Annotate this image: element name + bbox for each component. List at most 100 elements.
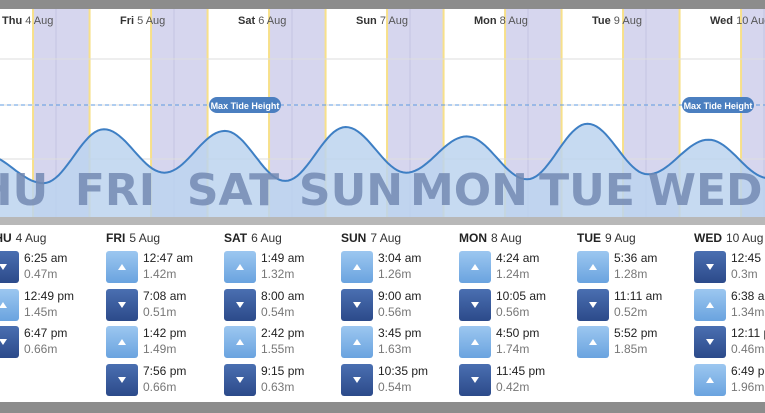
chart-day-date: 9 Aug <box>614 15 642 27</box>
tide-entry: 7:56 pm 0.66m <box>106 364 224 398</box>
tide-height: 1.28m <box>614 267 648 281</box>
high-tide-arrow-icon <box>341 251 373 283</box>
chart-day-label: Sat 6 Aug <box>238 15 286 27</box>
day-watermark: THU <box>0 165 48 216</box>
max-tide-label: Max Tide Height <box>684 101 753 111</box>
day-name: TUE <box>577 231 601 245</box>
day-date: 8 Aug <box>491 231 522 245</box>
high-tide-arrow-icon <box>577 326 609 358</box>
tide-entry: 9:15 pm 0.63m <box>224 364 342 398</box>
tide-height: 1.32m <box>261 267 295 281</box>
tide-area <box>0 123 765 217</box>
day-header: SUN 7 Aug <box>341 231 401 245</box>
tide-height: 0.56m <box>378 305 412 319</box>
tide-height: 1.96m <box>731 380 765 394</box>
day-name: THU <box>0 231 12 245</box>
tide-entry: 5:52 pm 1.85m <box>577 326 695 360</box>
chart-day-name: Thu <box>2 15 25 27</box>
chart-day-name: Tue <box>592 15 614 27</box>
chart-day-label: Wed 10 Aug <box>710 15 765 27</box>
tide-height: 1.74m <box>496 342 530 356</box>
day-column-thu: THU4 Aug 6:25 am 0.47m 12:49 pm 1.45m 6:47 pm… <box>0 225 105 402</box>
tide-entry: 6:38 a 1.34m <box>694 289 765 323</box>
day-date: 7 Aug <box>370 231 402 245</box>
tide-line <box>0 122 765 185</box>
tide-time: 6:49 p <box>731 364 765 378</box>
night-shade <box>741 9 765 217</box>
day-column-wed: WED 10 Aug 12:45 0.3m 6:38 a 1.34m 12:11 p 0.46… <box>694 225 765 402</box>
tide-time: 1:49 am <box>261 251 305 265</box>
day-column-sat: SAT 6 Aug 1:49 am 1.32m 8:00 am 0.54m 2:42 pm 1… <box>224 225 342 402</box>
tide-entry: 3:45 pm 1.63m <box>341 326 459 360</box>
tide-entry: 1:49 am 1.32m <box>224 251 342 285</box>
tide-height: 0.51m <box>143 305 177 319</box>
chart-day-label: Tue 9 Aug <box>592 15 642 27</box>
high-tide-arrow-icon <box>694 289 726 321</box>
tide-time: 10:35 pm <box>378 364 429 378</box>
tide-time: 11:45 pm <box>496 364 546 378</box>
tide-time: 8:00 am <box>261 289 305 303</box>
tide-entry: 4:24 am 1.24m <box>459 251 577 285</box>
day-date: 9 Aug <box>605 231 636 245</box>
high-tide-arrow-icon <box>106 326 138 358</box>
tide-entry: 12:45 0.3m <box>694 251 765 285</box>
tide-height: 1.24m <box>496 267 530 281</box>
day-date: 10 Aug <box>726 231 764 245</box>
low-tide-arrow-icon <box>341 364 373 396</box>
tide-time: 1:42 pm <box>143 326 187 340</box>
tide-time: 4:24 am <box>496 251 540 265</box>
high-tide-arrow-icon <box>224 326 256 358</box>
chart-table-divider <box>0 217 765 225</box>
tide-time: 6:38 a <box>731 289 765 303</box>
chart-day-date: 8 Aug <box>500 15 528 27</box>
chart-day-name: Mon <box>474 15 500 27</box>
high-tide-arrow-icon <box>577 251 609 283</box>
day-column-fri: FRI 5 Aug 12:47 am 1.42m 7:08 am 0.51m 1:42 pm… <box>106 225 224 402</box>
tide-height: 0.63m <box>261 380 295 394</box>
tide-time: 3:04 am <box>378 251 422 265</box>
tide-time: 5:52 pm <box>614 326 658 340</box>
chart-day-label: Sun 7 Aug <box>356 15 408 27</box>
chart-day-name: Sun <box>356 15 380 27</box>
day-header: TUE 9 Aug <box>577 231 636 245</box>
tide-time: 7:56 pm <box>143 364 187 378</box>
day-header: THU4 Aug <box>0 231 46 245</box>
tide-height: 1.42m <box>143 267 177 281</box>
tide-height: 1.34m <box>731 305 765 319</box>
chart-day-label: Fri 5 Aug <box>120 15 165 27</box>
day-header: WED 10 Aug <box>694 231 763 245</box>
day-watermark: WED <box>647 165 762 216</box>
high-tide-arrow-icon <box>0 289 19 321</box>
high-tide-arrow-icon <box>459 251 491 283</box>
low-tide-arrow-icon <box>459 289 491 321</box>
tide-height: 1.85m <box>614 342 648 356</box>
bottom-border <box>0 402 765 413</box>
low-tide-arrow-icon <box>341 289 373 321</box>
tide-height: 0.54m <box>378 380 412 394</box>
tide-entry: 10:05 am 0.56m <box>459 289 577 323</box>
tide-height: 0.46m <box>731 342 765 356</box>
tide-height: 1.49m <box>143 342 177 356</box>
low-tide-arrow-icon <box>694 326 726 358</box>
day-name: FRI <box>106 231 126 245</box>
tide-entry: 11:11 am 0.52m <box>577 289 695 323</box>
tide-entry: 1:42 pm 1.49m <box>106 326 224 360</box>
tide-entry: 6:49 p 1.96m <box>694 364 765 398</box>
tide-table: THU4 Aug 6:25 am 0.47m 12:49 pm 1.45m 6:47 pm… <box>0 225 765 402</box>
max-tide-badge <box>682 97 754 113</box>
day-name: SUN <box>341 231 367 245</box>
chart-day-date: 6 Aug <box>258 15 286 27</box>
tide-entry: 6:47 pm 0.66m <box>0 326 105 360</box>
tide-entry: 11:45 pm 0.42m <box>459 364 577 398</box>
day-name: MON <box>459 231 487 245</box>
day-header: MON 8 Aug <box>459 231 522 245</box>
tide-time: 7:08 am <box>143 289 187 303</box>
day-date: 5 Aug <box>129 231 161 245</box>
low-tide-arrow-icon <box>694 251 726 283</box>
tide-entry: 7:08 am 0.51m <box>106 289 224 323</box>
tide-height: 0.54m <box>261 305 295 319</box>
tide-entry: 6:25 am 0.47m <box>0 251 105 285</box>
low-tide-arrow-icon <box>106 289 138 321</box>
tide-height: 1.63m <box>378 342 412 356</box>
